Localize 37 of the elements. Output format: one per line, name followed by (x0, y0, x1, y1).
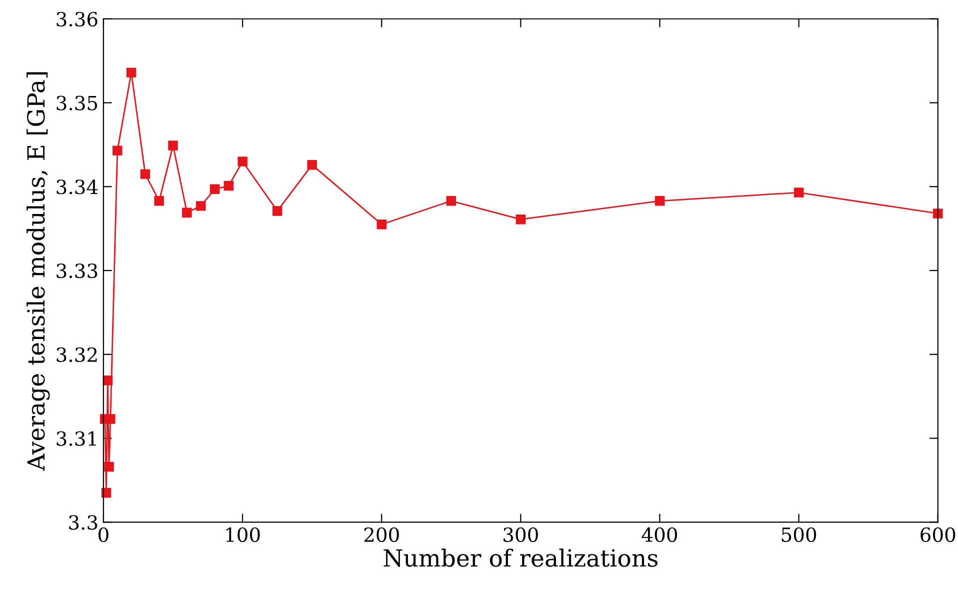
x-tick-label: 300 (504, 527, 538, 542)
point (654, 196, 665, 206)
point (196, 201, 206, 211)
point (272, 206, 282, 216)
point (182, 208, 192, 218)
point (307, 160, 317, 170)
y-axis-title: Average tensile modulus, E [GPa] (26, 72, 50, 471)
x-tick-label: 600 (920, 527, 956, 542)
y-tick-label: 3.33 (56, 263, 98, 278)
x-tick-label: 0 (98, 527, 108, 542)
point (126, 68, 136, 78)
point (168, 140, 178, 150)
point (376, 220, 386, 230)
point (104, 462, 114, 472)
point (224, 180, 234, 191)
point (140, 169, 150, 179)
point (102, 376, 112, 386)
x-tick-label: 200 (364, 527, 399, 542)
y-tick-label: 3.31 (56, 431, 96, 446)
x-axis-title: Number of realizations (384, 548, 658, 567)
point (794, 188, 804, 198)
x-tick-label: 400 (642, 527, 678, 542)
point (933, 208, 943, 218)
point (210, 184, 220, 194)
y-tick-label: 3.36 (56, 12, 98, 27)
y-tick-label: 3.34 (56, 180, 98, 194)
point (446, 196, 456, 206)
point (106, 414, 116, 424)
y-tick-label: 3.35 (56, 96, 98, 110)
point (112, 146, 122, 156)
x-tick-label: 100 (226, 527, 260, 542)
y-tick-label: 3.32 (56, 347, 97, 362)
point (154, 196, 164, 206)
x-tick-label: 500 (782, 527, 816, 542)
point (238, 156, 248, 166)
y-tick-label: 3.3 (69, 515, 98, 530)
point (516, 214, 526, 224)
